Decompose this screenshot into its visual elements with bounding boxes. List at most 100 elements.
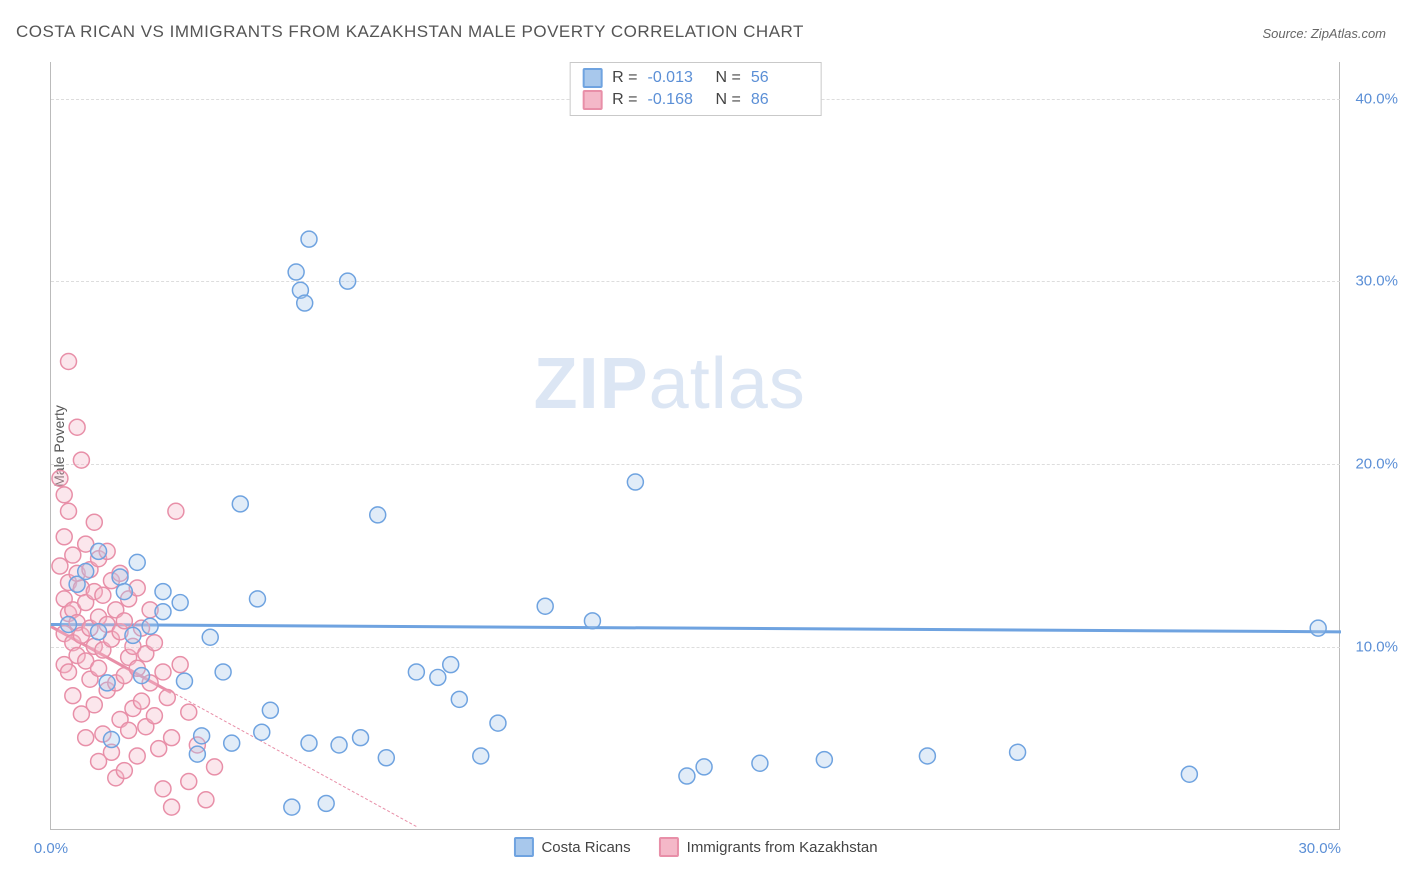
scatter-point bbox=[181, 704, 197, 720]
scatter-point bbox=[69, 576, 85, 592]
scatter-point bbox=[443, 657, 459, 673]
scatter-point bbox=[292, 282, 308, 298]
scatter-point bbox=[56, 487, 72, 503]
scatter-point bbox=[129, 554, 145, 570]
scatter-point bbox=[490, 715, 506, 731]
scatter-point bbox=[91, 660, 107, 676]
scatter-point bbox=[61, 606, 77, 622]
scatter-point bbox=[164, 730, 180, 746]
scatter-point bbox=[378, 750, 394, 766]
scatter-point bbox=[108, 602, 124, 618]
scatter-point bbox=[919, 748, 935, 764]
scatter-point bbox=[91, 753, 107, 769]
scatter-point bbox=[172, 657, 188, 673]
swatch-series-1b bbox=[513, 837, 533, 857]
y-tick-label: 40.0% bbox=[1355, 90, 1398, 107]
plot-right-border bbox=[1339, 62, 1340, 829]
series-legend: Costa Ricans Immigrants from Kazakhstan bbox=[513, 837, 877, 857]
scatter-point bbox=[116, 584, 132, 600]
scatter-point bbox=[112, 565, 128, 581]
scatter-point bbox=[112, 711, 128, 727]
scatter-point bbox=[121, 722, 137, 738]
scatter-point bbox=[1010, 744, 1026, 760]
scatter-point bbox=[168, 503, 184, 519]
scatter-point bbox=[69, 565, 85, 581]
scatter-point bbox=[430, 669, 446, 685]
scatter-point bbox=[146, 635, 162, 651]
scatter-point bbox=[752, 755, 768, 771]
scatter-point bbox=[198, 792, 214, 808]
n-value-1: 56 bbox=[751, 69, 809, 87]
scatter-point bbox=[232, 496, 248, 512]
scatter-point bbox=[65, 688, 81, 704]
scatter-point bbox=[301, 231, 317, 247]
scatter-point bbox=[69, 419, 85, 435]
scatter-point bbox=[78, 595, 94, 611]
scatter-point bbox=[108, 770, 124, 786]
scatter-point bbox=[73, 452, 89, 468]
scatter-point bbox=[353, 730, 369, 746]
swatch-series-1 bbox=[582, 68, 602, 88]
scatter-point bbox=[134, 693, 150, 709]
n-label: N = bbox=[716, 91, 741, 109]
scatter-point bbox=[1310, 620, 1326, 636]
scatter-point bbox=[172, 595, 188, 611]
correlation-legend: R = -0.013 N = 56 R = -0.168 N = 86 bbox=[569, 62, 822, 116]
watermark-atlas: atlas bbox=[649, 344, 806, 424]
scatter-point bbox=[318, 795, 334, 811]
scatter-point bbox=[52, 558, 68, 574]
scatter-point bbox=[108, 675, 124, 691]
scatter-point bbox=[99, 682, 115, 698]
scatter-point bbox=[1181, 766, 1197, 782]
legend-item-2: Immigrants from Kazakhstan bbox=[659, 837, 878, 857]
watermark-zip: ZIP bbox=[534, 344, 649, 424]
y-tick-label: 10.0% bbox=[1355, 639, 1398, 656]
scatter-point bbox=[155, 604, 171, 620]
scatter-point bbox=[224, 735, 240, 751]
scatter-point bbox=[451, 691, 467, 707]
trend-line-solid bbox=[51, 623, 1341, 633]
scatter-point bbox=[86, 514, 102, 530]
scatter-point bbox=[103, 732, 119, 748]
scatter-point bbox=[56, 657, 72, 673]
scatter-point bbox=[78, 564, 94, 580]
scatter-point bbox=[61, 574, 77, 590]
scatter-point bbox=[284, 799, 300, 815]
scatter-point bbox=[56, 529, 72, 545]
scatter-point bbox=[297, 295, 313, 311]
n-value-2: 86 bbox=[751, 91, 809, 109]
scatter-point bbox=[164, 799, 180, 815]
y-tick-label: 30.0% bbox=[1355, 273, 1398, 290]
r-value-2: -0.168 bbox=[648, 91, 706, 109]
scatter-point bbox=[151, 741, 167, 757]
scatter-point bbox=[65, 547, 81, 563]
scatter-point bbox=[816, 752, 832, 768]
scatter-point bbox=[125, 627, 141, 643]
scatter-point bbox=[99, 675, 115, 691]
x-tick-label: 30.0% bbox=[1298, 840, 1341, 857]
scatter-layer bbox=[51, 62, 1340, 829]
scatter-point bbox=[78, 536, 94, 552]
source-label: Source: ZipAtlas.com bbox=[1262, 26, 1386, 41]
grid-line bbox=[51, 464, 1340, 465]
trend-line-dashed bbox=[171, 692, 417, 828]
r-label: R = bbox=[612, 91, 637, 109]
scatter-point bbox=[61, 354, 77, 370]
trend-line-solid bbox=[50, 625, 172, 694]
scatter-point bbox=[408, 664, 424, 680]
scatter-point bbox=[473, 748, 489, 764]
scatter-point bbox=[262, 702, 278, 718]
scatter-point bbox=[138, 719, 154, 735]
scatter-point bbox=[112, 569, 128, 585]
scatter-point bbox=[91, 543, 107, 559]
scatter-point bbox=[249, 591, 265, 607]
r-value-1: -0.013 bbox=[648, 69, 706, 87]
scatter-point bbox=[189, 746, 205, 762]
scatter-point bbox=[116, 763, 132, 779]
scatter-point bbox=[696, 759, 712, 775]
scatter-point bbox=[202, 629, 218, 645]
scatter-point bbox=[103, 631, 119, 647]
scatter-point bbox=[91, 551, 107, 567]
scatter-point bbox=[121, 649, 137, 665]
n-label: N = bbox=[716, 69, 741, 87]
